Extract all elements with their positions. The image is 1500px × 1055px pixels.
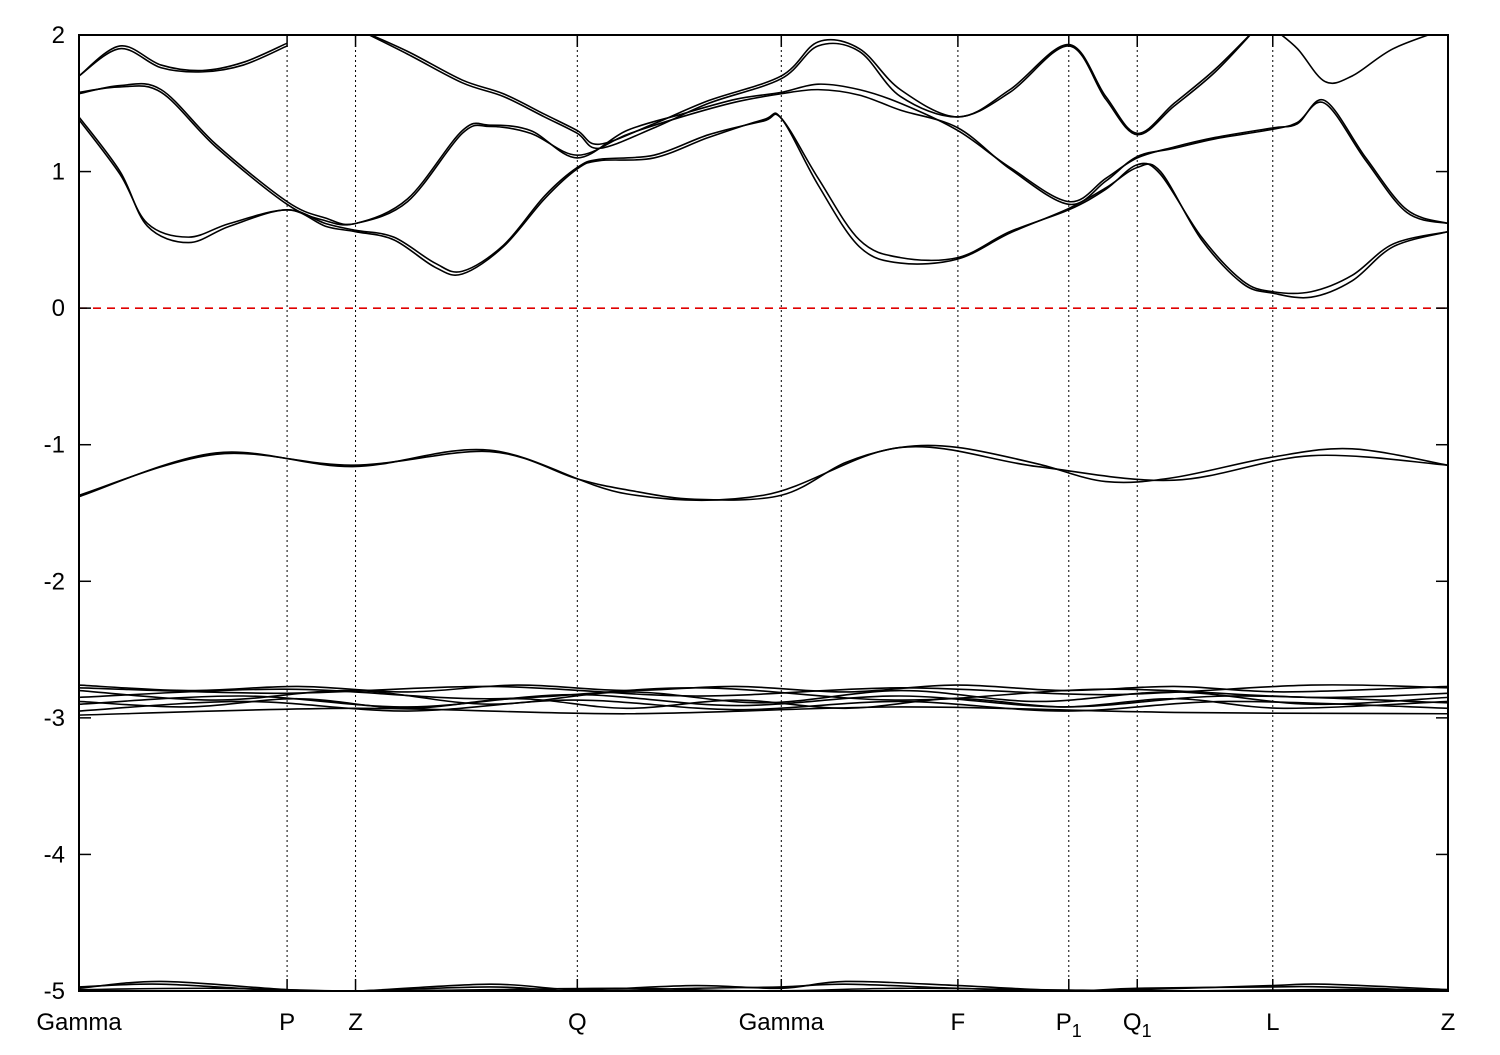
band-line [367,35,1252,150]
y-tick-label: -1 [44,432,65,459]
y-tick-label: -3 [44,705,65,732]
bands-group [79,35,1448,991]
band-line [79,113,1448,295]
kpoint-label: Gamma [36,1009,122,1036]
y-tick-label: 0 [52,295,65,322]
band-line [369,35,1251,146]
kpoint-label: L [1266,1009,1279,1036]
kpoint-label: Q1 [1123,1009,1152,1041]
band-line [79,444,1448,501]
y-tick-label: -4 [44,841,65,868]
kpoint-label: Z [348,1009,363,1036]
band-line [1280,35,1431,85]
y-tick-label: -5 [44,978,65,1005]
band-line [79,697,1448,710]
band-line [79,85,1448,226]
y-tick-label: -2 [44,568,65,595]
y-tick-label: 1 [52,159,65,186]
band-line [79,699,1448,712]
plot-frame [78,34,1449,992]
kpoint-label: P [279,1009,295,1036]
kpoint-label: Gamma [739,1009,825,1036]
kpoint-label: P1 [1056,1009,1082,1041]
band-line [79,82,1448,226]
kpoint-label: Z [1441,1009,1456,1036]
band-line [79,42,288,77]
band-line [79,684,1448,693]
band-line [79,112,1448,299]
band-line [79,45,288,77]
band-line [79,445,1448,502]
y-tick-label: 2 [52,22,65,49]
band-line [79,689,1448,706]
kpoint-label: F [951,1009,966,1036]
kpoint-label: Q [568,1009,587,1036]
band-line [79,706,1448,716]
